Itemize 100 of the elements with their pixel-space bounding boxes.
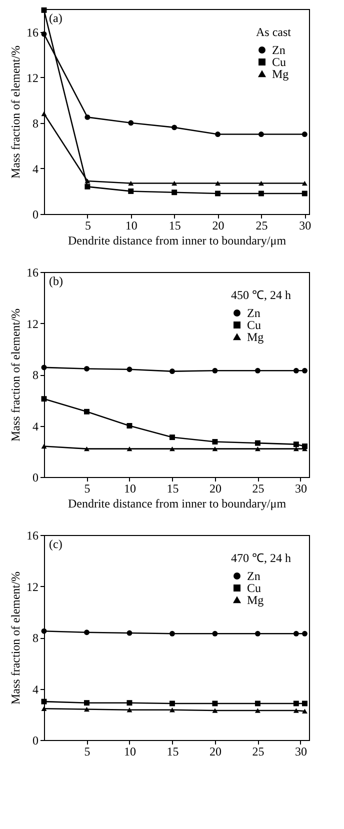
x-tick-label: 5: [84, 744, 90, 758]
point: [212, 708, 218, 713]
point: [169, 368, 175, 374]
legend-label: Zn: [247, 569, 260, 583]
point: [293, 630, 299, 636]
point: [293, 700, 299, 706]
point: [302, 132, 308, 138]
point: [41, 396, 47, 402]
point: [302, 190, 308, 196]
point: [258, 132, 264, 138]
x-tick-label: 5: [84, 482, 90, 496]
y-tick-label: 4: [32, 162, 38, 176]
legend-label: Zn: [272, 43, 286, 57]
annotation: (a): [49, 11, 62, 25]
legend-label: Cu: [272, 55, 286, 69]
point: [84, 706, 90, 712]
y-axis-title: Mass fraction of element/%: [8, 46, 22, 178]
point: [254, 708, 260, 713]
point: [84, 630, 90, 636]
point: [293, 708, 299, 713]
point: [254, 446, 260, 452]
point: [84, 408, 90, 414]
point: [41, 444, 47, 449]
annotation: (c): [49, 537, 62, 551]
y-tick-label: 16: [26, 25, 38, 40]
point: [41, 364, 47, 370]
y-axis-title: Mass fraction of element/%: [8, 572, 22, 704]
point: [128, 188, 134, 194]
x-tick-label: 15: [168, 218, 181, 232]
y-tick-label: 0: [32, 470, 38, 484]
x-tick-label: 10: [125, 218, 138, 232]
point: [254, 630, 260, 636]
point: [128, 180, 134, 186]
x-tick-label: 25: [252, 482, 264, 496]
point: [212, 630, 218, 636]
x-tick-label: 20: [209, 744, 222, 758]
point: [169, 434, 175, 440]
point: [169, 700, 175, 706]
point: [41, 698, 47, 704]
point: [84, 366, 90, 372]
y-tick-label: 16: [26, 528, 38, 542]
legend-label: Cu: [247, 318, 262, 332]
y-tick-label: 0: [32, 208, 38, 222]
point: [258, 190, 264, 196]
point: [254, 700, 260, 706]
point: [258, 180, 264, 186]
x-tick-label: 5: [84, 218, 91, 232]
point: [41, 628, 47, 634]
point: [302, 700, 308, 706]
x-tick-label: 20: [212, 218, 224, 232]
point: [126, 630, 132, 636]
point: [212, 439, 218, 445]
point: [215, 132, 221, 138]
point: [172, 124, 178, 130]
point: [169, 708, 175, 712]
point: [212, 700, 218, 706]
point: [126, 366, 132, 372]
point: [302, 708, 308, 714]
point: [215, 180, 221, 186]
x-tick-label: 30: [294, 744, 307, 758]
y-tick-label: 4: [32, 682, 38, 696]
legend-title: 450 ℃, 24 h: [231, 288, 291, 302]
point: [126, 446, 132, 452]
x-tick-label: 25: [256, 218, 268, 232]
point: [126, 423, 132, 428]
legend-label: Cu: [247, 581, 262, 595]
point: [212, 368, 218, 374]
x-tick-label: 10: [124, 744, 136, 758]
x-tick-label: 30: [294, 482, 307, 496]
x-tick-label: 15: [166, 482, 179, 496]
point: [84, 700, 90, 706]
y-tick-label: 8: [32, 116, 38, 130]
legend-title: 470 ℃, 24 h: [231, 551, 291, 565]
y-tick-label: 0: [32, 734, 38, 748]
point: [254, 368, 260, 374]
point: [126, 700, 132, 706]
point: [169, 446, 175, 452]
point: [126, 708, 132, 712]
legend-label: Mg: [272, 67, 289, 81]
y-tick-label: 12: [26, 580, 38, 594]
point: [172, 190, 178, 196]
point: [172, 180, 178, 186]
x-tick-label: 15: [166, 744, 179, 758]
point: [169, 630, 175, 636]
legend-label: Mg: [247, 330, 264, 344]
point: [128, 120, 134, 126]
point: [293, 442, 299, 448]
point: [84, 178, 90, 184]
point: [41, 7, 47, 13]
y-tick-label: 8: [32, 631, 38, 645]
x-tick-label: 10: [124, 482, 136, 496]
point: [293, 368, 299, 374]
y-tick-label: 4: [32, 419, 38, 434]
x-tick-label: 30: [299, 218, 312, 232]
y-tick-label: 12: [26, 70, 38, 85]
point: [302, 180, 308, 186]
legend-label: Zn: [247, 306, 260, 320]
point: [302, 368, 308, 374]
point: [84, 114, 90, 120]
point: [302, 630, 308, 636]
